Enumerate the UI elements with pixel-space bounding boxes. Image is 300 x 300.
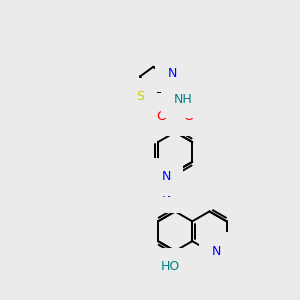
Text: O: O xyxy=(156,110,166,123)
Text: N: N xyxy=(161,187,171,200)
Text: O: O xyxy=(184,110,194,123)
Text: N: N xyxy=(168,67,177,80)
Text: HO: HO xyxy=(160,260,180,273)
Text: N: N xyxy=(161,170,171,183)
Text: N: N xyxy=(212,244,221,258)
Text: S: S xyxy=(171,110,179,123)
Text: NH: NH xyxy=(174,93,192,106)
Text: S: S xyxy=(136,90,144,103)
